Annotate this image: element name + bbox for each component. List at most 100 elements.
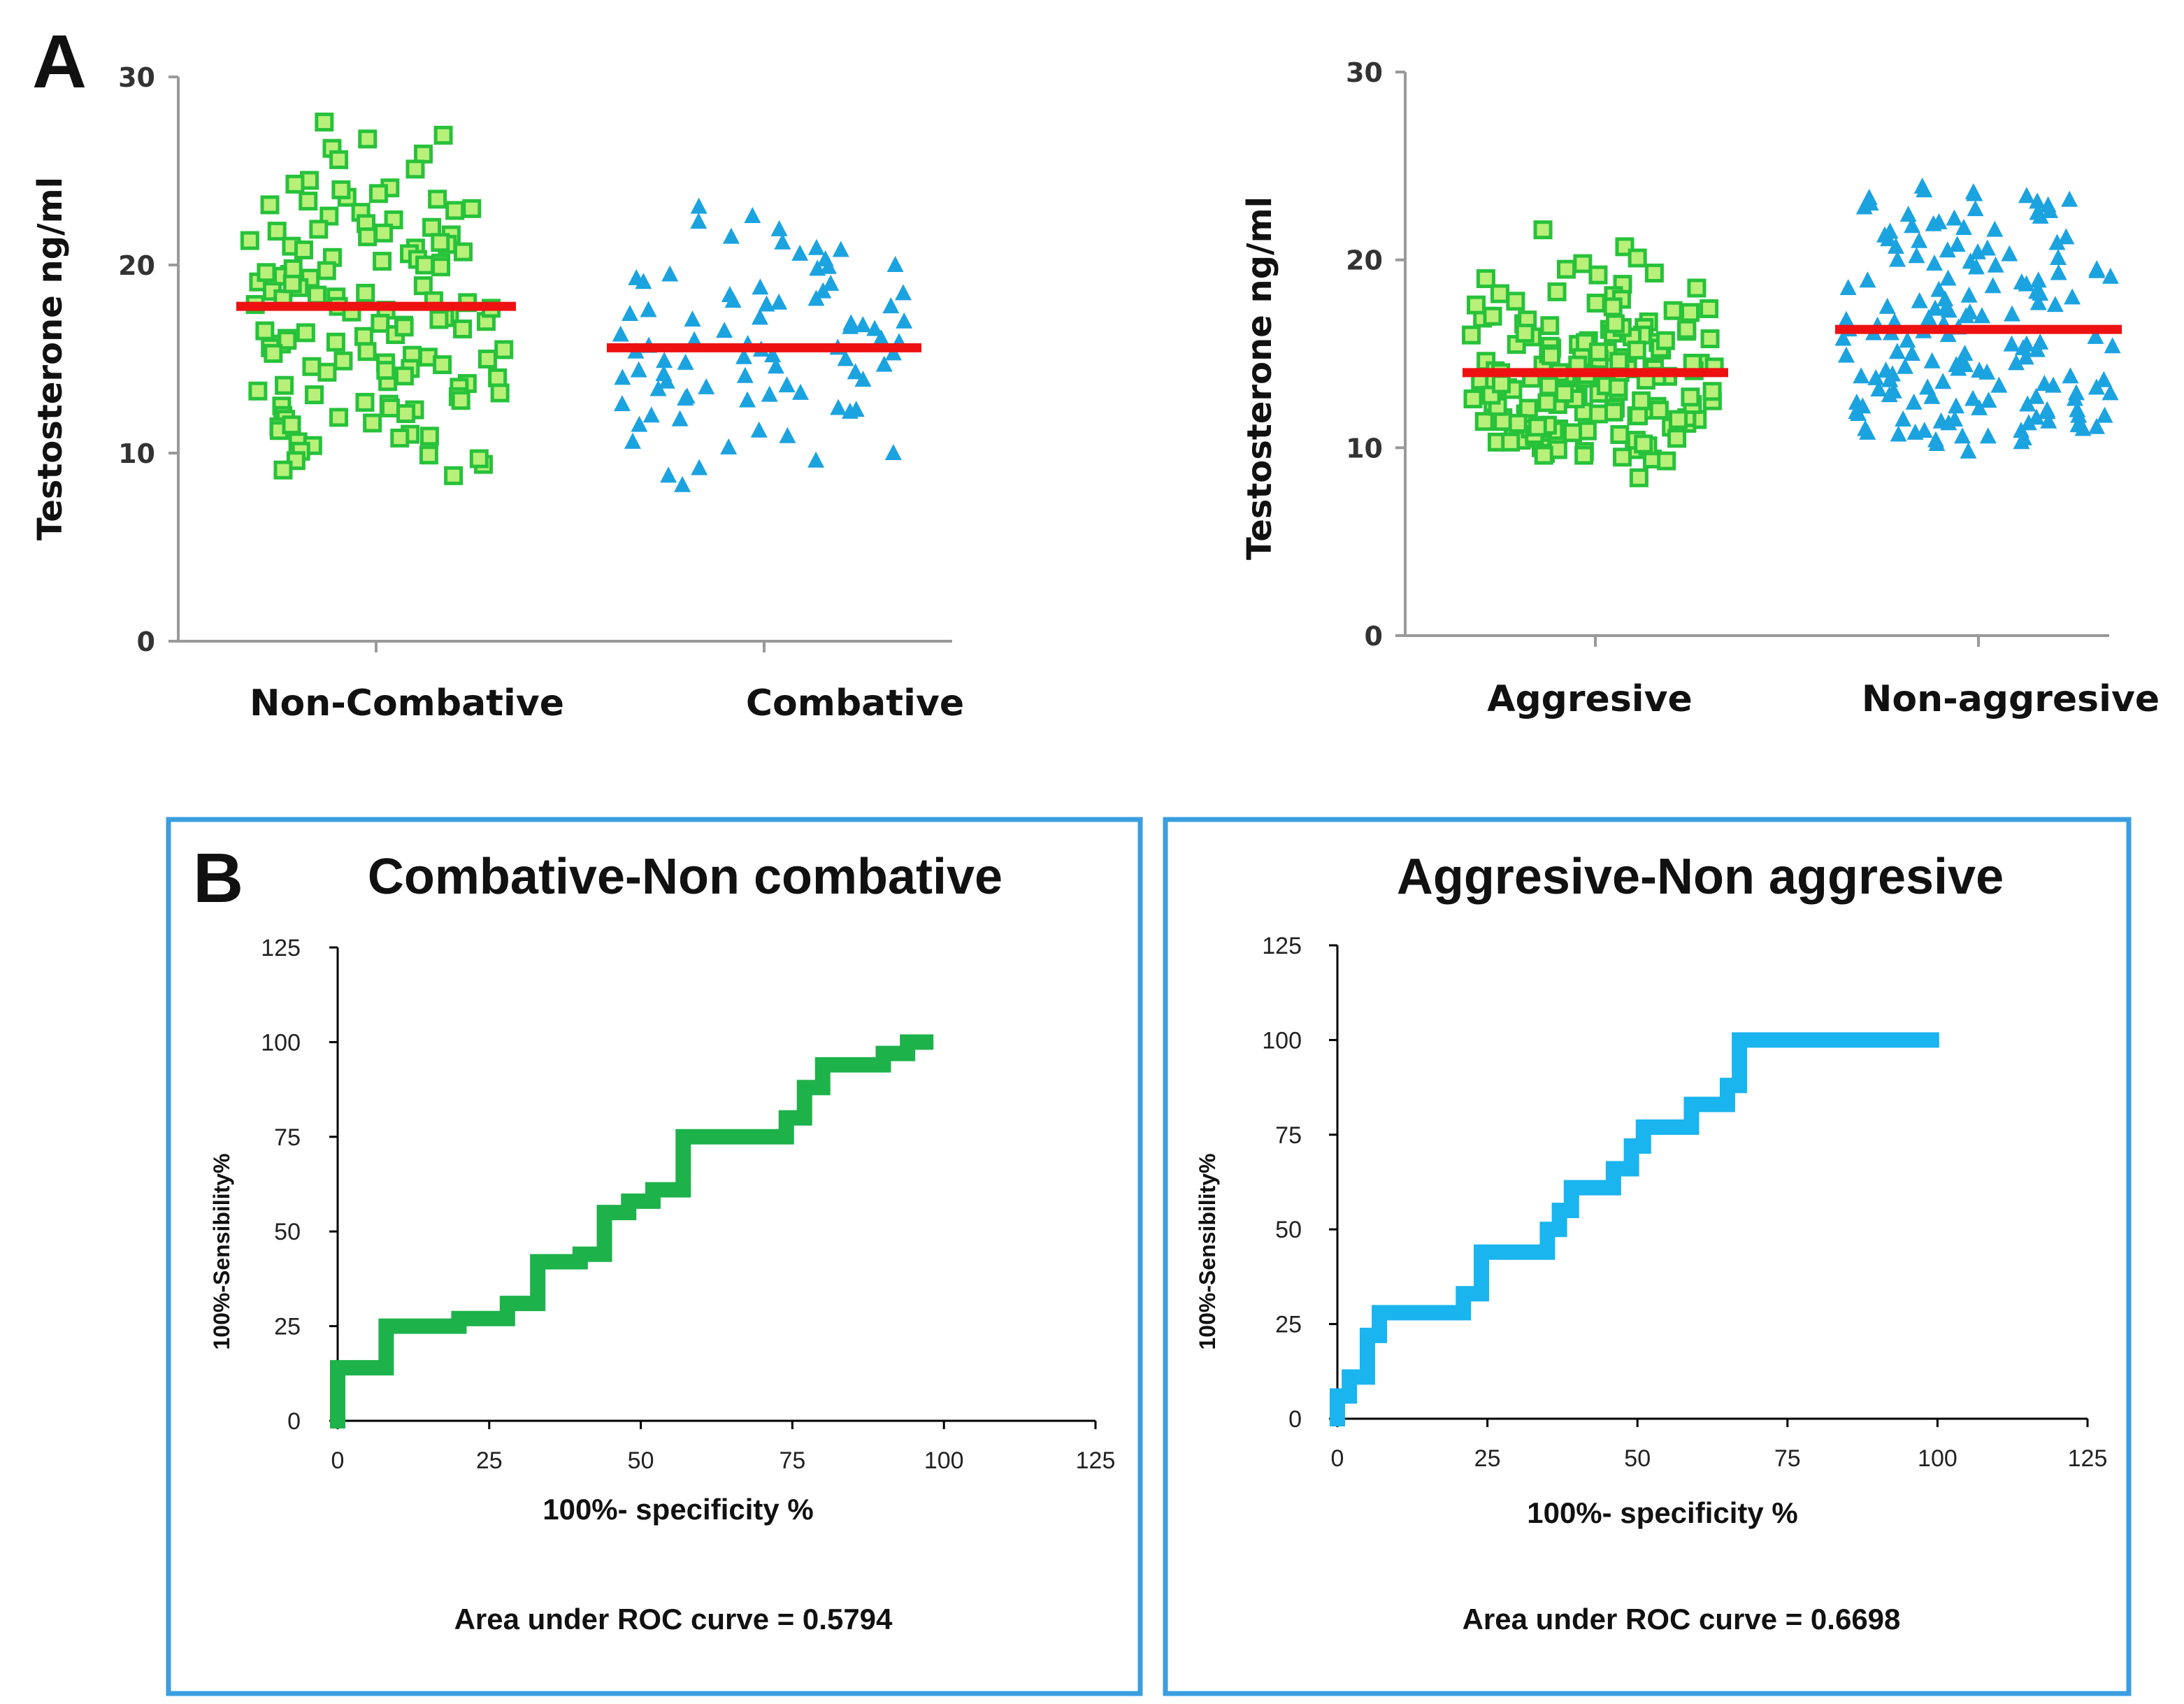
data-point-triangle [842, 314, 860, 331]
data-point-square [1467, 295, 1486, 315]
data-point-triangle [1923, 352, 1941, 368]
data-point-triangle [1895, 410, 1912, 427]
data-point-square [1702, 382, 1722, 401]
data-point-square [469, 449, 489, 468]
y-tick-label-100: 100 [1262, 1027, 1302, 1054]
data-point-triangle [2069, 401, 2086, 417]
data-point-triangle [2087, 327, 2104, 344]
data-point-square [405, 159, 425, 179]
data-point-triangle [1927, 299, 1944, 316]
data-point-square [1629, 406, 1648, 426]
y-axis-label: Testosterone ng/ml [31, 177, 70, 540]
auc-annotation: Area under ROC curve = 0.5794 [454, 1603, 893, 1635]
data-point-triangle [847, 401, 865, 417]
data-point-square [1547, 282, 1567, 301]
data-point-triangle [1957, 307, 1975, 324]
data-point-triangle [1853, 367, 1870, 384]
data-point-triangle [886, 256, 904, 272]
data-point-square [357, 342, 377, 361]
x-tick-label-75: 75 [779, 1447, 805, 1474]
data-point-square [1663, 301, 1683, 320]
x-tick-label-0: 0 [331, 1447, 345, 1474]
data-point-triangle [2004, 305, 2021, 322]
roc-panel-border [166, 817, 1143, 1696]
y-tick-label-125: 125 [1262, 933, 1302, 959]
data-point-triangle [1925, 255, 1943, 271]
data-point-triangle [1848, 393, 1865, 410]
data-point-triangle [764, 346, 782, 363]
data-point-triangle [649, 380, 667, 396]
data-point-square [1677, 320, 1697, 339]
data-point-triangle [2074, 420, 2092, 436]
y-tick-label-75: 75 [1275, 1122, 1302, 1149]
data-point-square [299, 192, 318, 211]
data-point-triangle [761, 385, 778, 402]
data-point-triangle [2057, 228, 2075, 245]
category-label-aggresive: Aggresive [1487, 678, 1693, 720]
data-point-triangle [1939, 241, 1956, 258]
data-point-triangle [750, 421, 768, 438]
data-point-square [1632, 391, 1651, 410]
data-point-square [1608, 378, 1628, 397]
y-tick-label-125: 125 [261, 935, 301, 961]
data-point-triangle [1984, 277, 2002, 294]
data-point-triangle [1881, 371, 1899, 387]
data-point-square [1493, 412, 1513, 431]
data-point-square [356, 283, 375, 303]
data-point-triangle [875, 355, 893, 372]
auc-annotation: Area under ROC curve = 0.6698 [1463, 1603, 1901, 1635]
x-tick-label-25: 25 [476, 1447, 503, 1474]
data-point-square [331, 180, 351, 199]
data-point-triangle [1979, 427, 1997, 444]
x-tick-label-50: 50 [1624, 1445, 1651, 1472]
data-point-triangle [690, 213, 707, 229]
data-point-square [1534, 445, 1553, 465]
data-point-triangle [1948, 356, 1965, 373]
y-tick-label-0: 0 [137, 627, 155, 657]
data-point-square [267, 222, 287, 241]
data-point-triangle [1920, 308, 1937, 325]
data-point-triangle [1986, 220, 2004, 237]
data-point-square [1528, 417, 1547, 437]
data-point-square [1474, 412, 1494, 431]
data-point-square [453, 242, 473, 262]
data-point-triangle [2032, 207, 2049, 224]
data-point-square [431, 233, 450, 252]
data-point-triangle [735, 348, 753, 364]
data-point-triangle [2019, 395, 2036, 412]
data-point-triangle [1834, 329, 1852, 346]
data-point-triangle [1859, 271, 1876, 288]
data-point-triangle [2048, 234, 2066, 250]
data-point-triangle [686, 331, 703, 348]
data-point-triangle [758, 295, 775, 312]
data-point-triangle [2029, 271, 2047, 288]
data-point-triangle [698, 378, 715, 394]
data-point-square [1603, 297, 1623, 317]
data-point-triangle [1925, 215, 1942, 231]
data-point-square [376, 361, 396, 380]
y-tick-label-25: 25 [274, 1314, 301, 1340]
panel-label-a: A [32, 19, 87, 103]
data-point-triangle [630, 361, 647, 378]
data-point-triangle [1971, 399, 1988, 415]
data-point-square [380, 398, 400, 417]
data-point-square [264, 343, 283, 363]
panel-label-b: B [193, 839, 243, 917]
data-point-triangle [1966, 185, 1983, 201]
data-point-triangle [2050, 264, 2067, 280]
data-point-triangle [613, 395, 631, 412]
data-point-square [394, 366, 414, 386]
data-point-triangle [2029, 192, 2046, 209]
data-point-triangle [739, 391, 756, 408]
y-tick-label-50: 50 [1275, 1217, 1302, 1243]
data-point-triangle [1969, 243, 1986, 259]
y-tick-label-0: 0 [1288, 1406, 1302, 1433]
y-axis-label: 100%-Sensibility% [209, 1154, 234, 1350]
y-tick-label-50: 50 [274, 1219, 301, 1245]
data-point-square [453, 319, 473, 338]
data-point-square [1508, 413, 1528, 433]
x-tick-label-125: 125 [2068, 1445, 2108, 1472]
data-point-triangle [677, 353, 694, 370]
data-point-triangle [1946, 209, 1963, 226]
data-point-triangle [624, 432, 642, 449]
